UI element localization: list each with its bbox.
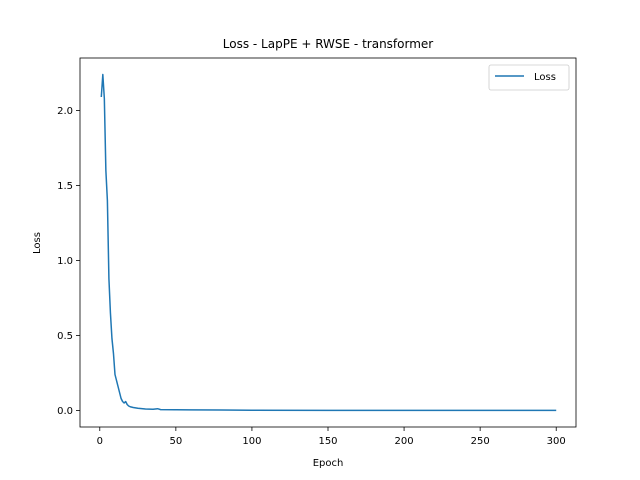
y-tick-label: 2.0	[57, 106, 73, 117]
x-tick-label: 50	[169, 436, 182, 447]
legend-box	[488, 64, 570, 91]
y-axis-ticks: 0.0 0.5 1.0 1.5 2.0	[57, 106, 80, 417]
legend-entry-loss: Loss	[534, 72, 556, 83]
x-tick-label: 200	[395, 436, 414, 447]
legend: Loss	[488, 64, 570, 91]
x-tick-label: 250	[471, 436, 490, 447]
y-axis-label: Loss	[32, 232, 43, 254]
x-tick-label: 300	[547, 436, 566, 447]
y-tick-label: 0.0	[57, 406, 73, 417]
x-axis-ticks: 0 50 100 150 200 250 300	[97, 427, 566, 447]
x-tick-label: 0	[97, 436, 103, 447]
x-axis-label: Epoch	[313, 458, 344, 469]
chart-title: Loss - LapPE + RWSE - transformer	[223, 37, 434, 51]
y-tick-label: 1.0	[57, 256, 73, 267]
x-tick-label: 150	[318, 436, 337, 447]
series-layer	[100, 73, 557, 412]
x-tick-label: 100	[242, 436, 261, 447]
series-line-loss	[100, 73, 557, 412]
y-tick-label: 1.5	[57, 181, 73, 192]
y-tick-label: 0.5	[57, 331, 73, 342]
